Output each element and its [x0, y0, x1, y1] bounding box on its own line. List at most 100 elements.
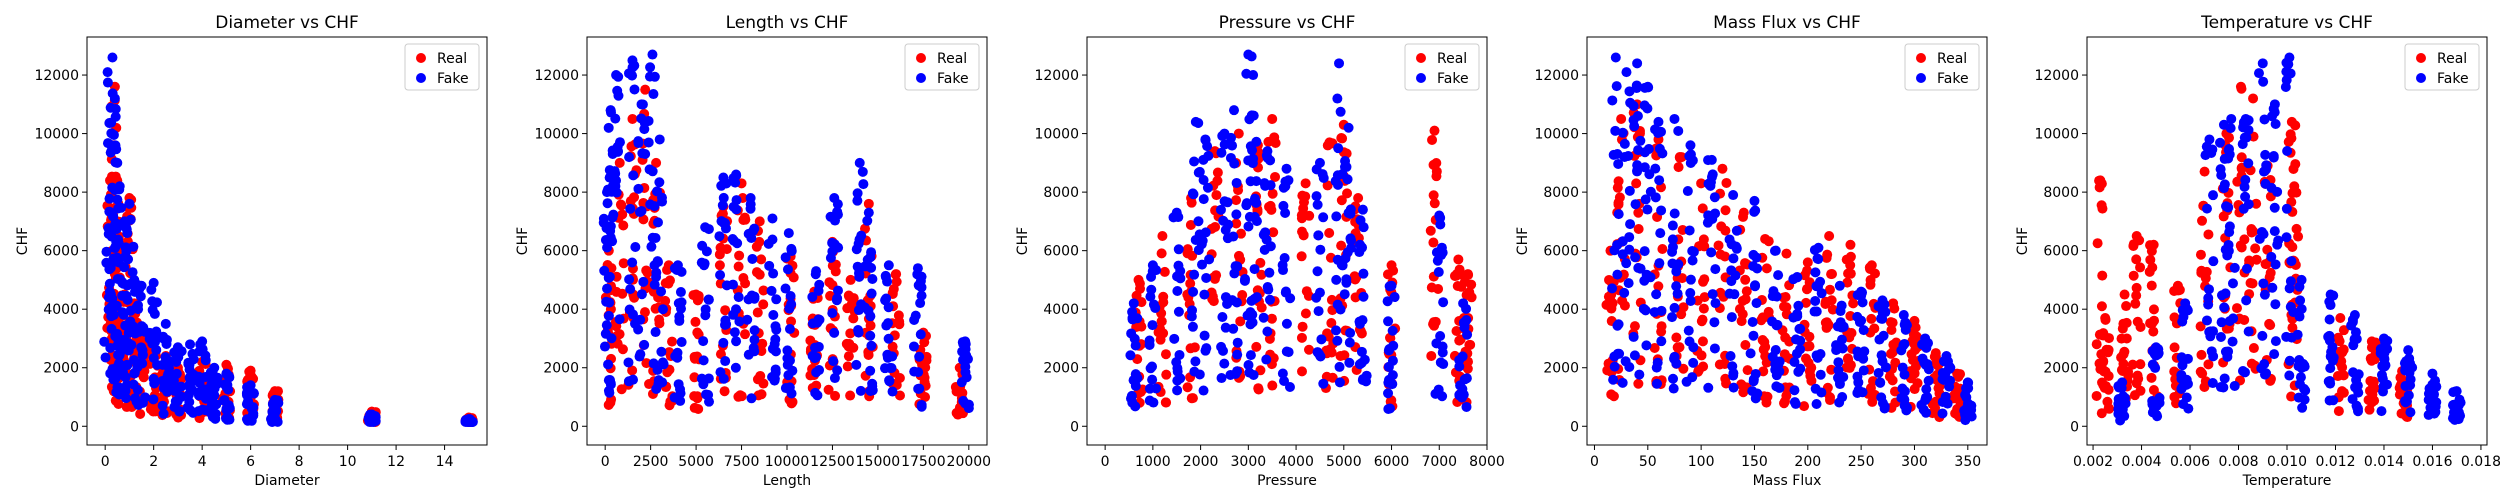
- scatter-point: [2248, 343, 2259, 354]
- scatter-point: [1624, 185, 1635, 196]
- scatter-point: [1826, 269, 1837, 280]
- y-tick-label: 2000: [1543, 361, 1579, 377]
- scatter-point: [2223, 153, 2234, 164]
- scatter-point: [1781, 248, 1792, 259]
- scatter-point: [266, 416, 277, 427]
- scatter-point: [1342, 247, 1353, 258]
- scatter-point: [2366, 355, 2377, 366]
- scatter-point: [1613, 176, 1624, 187]
- scatter-point: [1175, 265, 1186, 276]
- scatter-point: [745, 192, 756, 203]
- scatter-point: [184, 379, 195, 390]
- x-tick-label: 6000: [1374, 454, 1410, 470]
- scatter-point: [1751, 252, 1762, 263]
- scatter-point: [1187, 321, 1198, 332]
- scatter-point: [740, 278, 751, 289]
- scatter-point: [1614, 348, 1625, 359]
- scatter-point: [880, 295, 891, 306]
- scatter-point: [2429, 389, 2440, 400]
- scatter-point: [106, 117, 117, 128]
- scatter-point: [2281, 203, 2292, 214]
- scatter-point: [2325, 378, 2336, 389]
- scatter-point: [2208, 190, 2219, 201]
- scatter-point: [188, 354, 199, 365]
- scatter-point: [2324, 314, 2335, 325]
- scatter-point: [1698, 303, 1709, 314]
- scatter-point: [886, 363, 897, 374]
- scatter-point: [654, 318, 665, 329]
- legend-label-fake: Fake: [437, 71, 469, 87]
- scatter-point: [1617, 127, 1628, 138]
- scatter-point: [1212, 167, 1223, 178]
- legend: Real Fake: [2404, 43, 2480, 91]
- scatter-point: [1296, 366, 1307, 377]
- scatter-point: [1357, 315, 1368, 326]
- legend-marker-real: [1916, 53, 1926, 63]
- scatter-point: [699, 260, 710, 271]
- scatter-point: [651, 267, 662, 278]
- scatter-point: [1630, 252, 1641, 263]
- y-tick-label: 8000: [1043, 185, 1079, 201]
- scatter-point: [1920, 333, 1931, 344]
- scatter-point: [1821, 252, 1832, 263]
- scatter-point: [1284, 381, 1295, 392]
- scatter-point: [1188, 286, 1199, 297]
- x-tick-label: 350: [1954, 454, 1981, 470]
- scatter-point: [914, 383, 925, 394]
- scatter-point: [1262, 146, 1273, 157]
- scatter-point: [1342, 174, 1353, 185]
- x-tick-label: 10: [339, 454, 357, 470]
- scatter-point: [1841, 254, 1852, 265]
- scatter-point: [1333, 143, 1344, 154]
- scatter-point: [672, 352, 683, 363]
- scatter-point: [634, 351, 645, 362]
- scatter-point: [915, 329, 926, 340]
- scatter-point: [1649, 342, 1660, 353]
- scatter-point: [758, 299, 769, 310]
- scatter-point: [618, 258, 629, 269]
- scatter-point: [117, 278, 128, 289]
- scatter-point: [832, 293, 843, 304]
- scatter-point: [720, 217, 731, 228]
- scatter-point: [1938, 368, 1949, 379]
- scatter-point: [852, 188, 863, 199]
- scatter-point: [1249, 211, 1260, 222]
- scatter-point: [1232, 337, 1243, 348]
- scatter-point: [1629, 321, 1640, 332]
- scatter-point: [1610, 125, 1621, 136]
- scatter-point: [1671, 281, 1682, 292]
- scatter-point: [627, 55, 638, 66]
- scatter-point: [2223, 323, 2234, 334]
- scatter-point: [2337, 347, 2348, 358]
- scatter-point: [2238, 122, 2249, 133]
- scatter-point: [667, 336, 678, 347]
- scatter-point: [2205, 331, 2216, 342]
- x-tick-label: 0: [101, 454, 110, 470]
- scatter-point: [1617, 377, 1628, 388]
- scatter-point: [1696, 178, 1707, 189]
- scatter-point: [1621, 258, 1632, 269]
- scatter-point: [1676, 309, 1687, 320]
- scatter-point: [1457, 392, 1468, 403]
- scatter-point: [1884, 371, 1895, 382]
- scatter-point: [121, 359, 132, 370]
- scatter-point: [1343, 207, 1354, 218]
- legend-marker-fake: [1916, 73, 1926, 83]
- scatter-point: [647, 166, 658, 177]
- scatter-point: [1811, 350, 1822, 361]
- x-tick-label: 0.018: [2461, 454, 2500, 470]
- scatter-point: [2257, 58, 2268, 69]
- scatter-point: [1231, 297, 1242, 308]
- scatter-point: [634, 207, 645, 218]
- scatter-point: [1633, 262, 1644, 273]
- scatter-point: [623, 68, 634, 79]
- scatter-point: [1453, 254, 1464, 265]
- scatter-point: [1337, 133, 1348, 144]
- scatter-point: [1466, 279, 1477, 290]
- scatter-point: [1800, 353, 1811, 364]
- scatter-point: [1774, 366, 1785, 377]
- scatter-point: [1908, 329, 1919, 340]
- scatter-point: [269, 394, 280, 405]
- scatter-point: [1265, 155, 1276, 166]
- scatter-point: [2427, 379, 2438, 390]
